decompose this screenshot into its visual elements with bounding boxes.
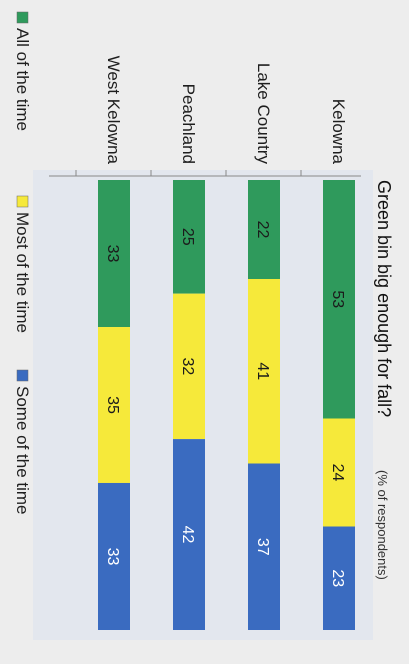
category-labels: Kelowna Lake Country Peachland West Kelowna [104, 56, 348, 165]
bars [75, 170, 355, 631]
category-label: Lake Country [254, 63, 273, 165]
bar-segment [173, 439, 205, 630]
data-label: 25 [179, 228, 196, 246]
bar-segment [248, 463, 280, 630]
legend-label: Some of the time [13, 386, 32, 515]
bar-segment [173, 180, 205, 294]
data-label: 37 [254, 538, 271, 556]
category-label: West Kelowna [104, 56, 123, 165]
data-label: 24 [329, 464, 346, 482]
legend-swatch [16, 369, 29, 382]
value-labels: 53 24 23 22 41 37 25 32 42 33 35 33 [104, 221, 346, 588]
bar-segment [323, 180, 355, 419]
legend-swatch [16, 195, 29, 208]
bar-segment [173, 293, 205, 440]
category-label: Kelowna [329, 99, 348, 165]
legend-swatch [16, 11, 29, 24]
bar-segment [248, 279, 280, 464]
legend: All of the time Most of the time Some of t… [13, 11, 32, 515]
bar-segment [98, 327, 130, 483]
data-label: 22 [254, 221, 271, 239]
data-label: 23 [329, 569, 346, 587]
data-label: 32 [179, 357, 196, 375]
data-label: 33 [104, 548, 121, 566]
bar-segment [248, 180, 280, 279]
chart-subtitle: (% of respondents) [375, 470, 390, 580]
legend-label: Most of the time [13, 212, 32, 333]
bar-segment [98, 482, 130, 631]
data-label: 33 [104, 245, 121, 263]
category-label: Peachland [179, 84, 198, 164]
chart-title: Green bin big enough for fall? [374, 180, 394, 417]
bar-segment [323, 418, 355, 527]
legend-label: All of the time [13, 28, 32, 131]
bar-segment [98, 180, 130, 328]
data-label: 42 [179, 526, 196, 544]
data-label: 35 [104, 396, 121, 414]
data-label: 53 [329, 290, 346, 308]
bar-segment [323, 526, 355, 630]
data-label: 41 [254, 362, 271, 380]
